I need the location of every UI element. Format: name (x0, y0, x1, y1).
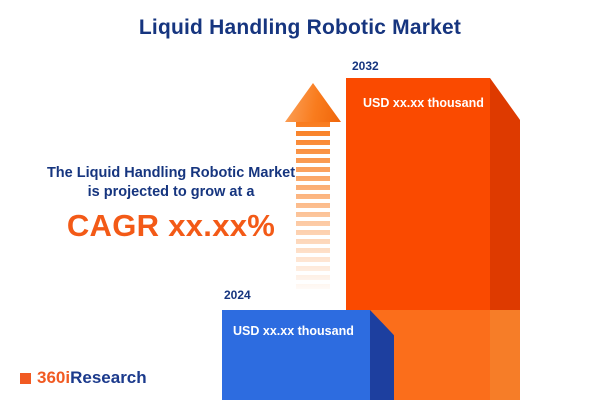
logo-mark-icon (20, 372, 31, 384)
bar-2032-year-label: 2032 (352, 59, 379, 73)
bar-2024-value-label: USD xx.xx thousand (233, 324, 354, 338)
promo-text-block: The Liquid Handling Robotic Market is pr… (0, 164, 342, 244)
bar-2032-side-face (490, 78, 520, 400)
growth-arrow-shaft-icon (296, 122, 330, 290)
brand-logo: 360iResearch (20, 368, 147, 388)
cagr-value: CAGR xx.xx% (66, 208, 276, 243)
logo-text-suffix: Research (70, 368, 147, 387)
bar-2024 (222, 310, 370, 400)
growth-arrow-head-icon (285, 83, 341, 122)
promo-line-2: is projected to grow at a (87, 184, 255, 200)
page-title: Liquid Handling Robotic Market (138, 16, 462, 39)
logo-text: 360iResearch (37, 368, 147, 388)
bar-2024-year-label: 2024 (224, 288, 251, 302)
bar-2032-value-label: USD xx.xx thousand (363, 96, 484, 110)
promo-line-1: The Liquid Handling Robotic Market (46, 165, 296, 181)
logo-text-prefix: 360i (37, 368, 71, 387)
